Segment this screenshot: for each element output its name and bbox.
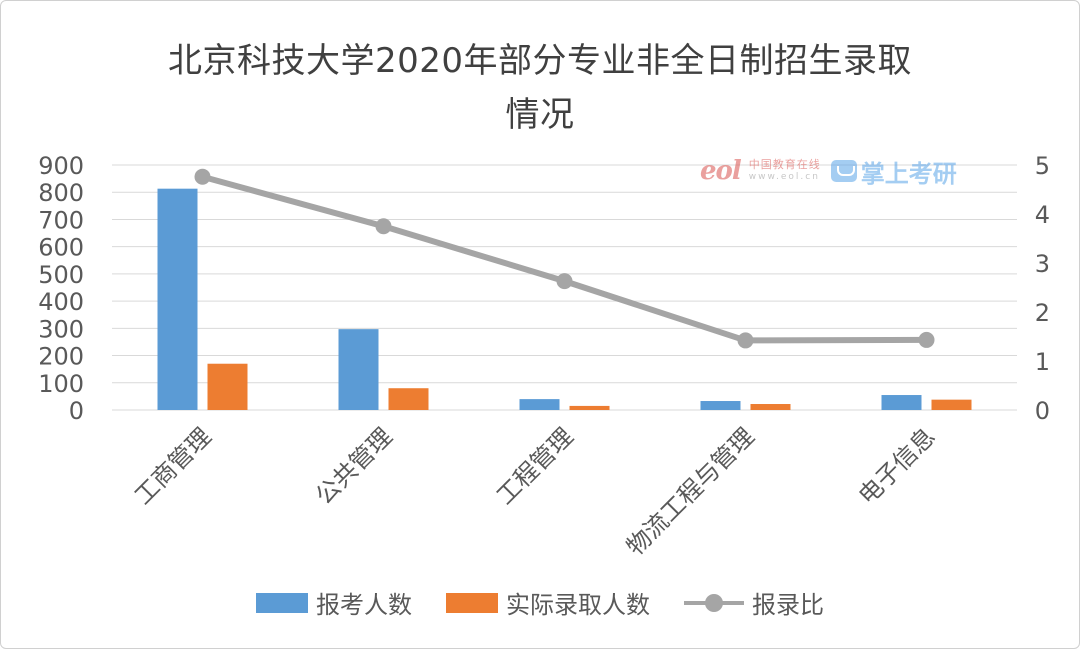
- chart-title-line-2: 情况: [505, 95, 575, 135]
- graduation-cap-icon: [830, 160, 857, 182]
- y-left-tick-label: 0: [69, 397, 84, 425]
- bar-admitted: [388, 388, 429, 410]
- watermark: eol 中国教育在线 www.eol.cn 掌上考研: [700, 154, 957, 188]
- y-right-tick-label: 2: [1035, 299, 1050, 327]
- legend-label-admitted: 实际录取人数: [506, 591, 650, 619]
- y-left-tick-label: 700: [38, 206, 84, 234]
- ratio-point: [375, 218, 392, 235]
- legend-item-applicants: 报考人数: [256, 585, 412, 620]
- bar-applicants: [700, 401, 741, 410]
- bar-applicants: [338, 329, 379, 410]
- y-right-tick-label: 5: [1035, 152, 1050, 180]
- bar-applicants: [881, 395, 922, 410]
- ratio-point: [556, 273, 573, 290]
- legend-item-admitted: 实际录取人数: [446, 585, 650, 620]
- x-category-label: 公共管理: [310, 422, 398, 510]
- bar-applicants: [157, 188, 198, 410]
- x-category-label: 物流工程与管理: [621, 422, 760, 561]
- y-right-tick-label: 0: [1035, 397, 1050, 425]
- y-left-tick-label: 800: [38, 179, 84, 207]
- eol-site-name: 中国教育在线: [748, 158, 821, 171]
- legend-label-ratio: 报录比: [752, 591, 824, 619]
- eol-logo: eol: [700, 156, 742, 186]
- brand-name: 掌上考研: [860, 159, 957, 188]
- ratio-line: [201, 173, 927, 344]
- y-left-tick-label: 200: [38, 343, 84, 371]
- y-left-tick-label: 100: [38, 370, 84, 398]
- chart-title: 北京科技大学2020年部分专业非全日制招生录取 情况: [90, 34, 990, 142]
- legend-item-ratio: 报录比: [684, 585, 824, 620]
- ratio-point: [737, 332, 754, 349]
- y-right-tick-label: 4: [1035, 201, 1050, 229]
- y-right-tick-label: 3: [1035, 250, 1050, 278]
- ratio-point: [194, 168, 211, 185]
- bar-admitted: [569, 405, 610, 410]
- chart-title-line-1: 北京科技大学2020年部分专业非全日制招生录取: [167, 41, 913, 81]
- legend-swatch-ratio: [684, 593, 744, 613]
- x-category-label: 电子信息: [853, 422, 941, 510]
- eol-site-url: www.eol.cn: [748, 172, 820, 182]
- y-right-tick-label: 1: [1035, 348, 1050, 376]
- x-category-label: 工程管理: [491, 422, 579, 510]
- chart-legend: 报考人数 实际录取人数 报录比: [0, 585, 1080, 620]
- bar-admitted: [750, 404, 791, 410]
- x-category-label: 工商管理: [129, 422, 217, 510]
- brand-badge: 掌上考研: [830, 154, 957, 189]
- ratio-point: [918, 331, 935, 348]
- bar-admitted: [931, 399, 972, 410]
- y-left-tick-label: 500: [38, 261, 84, 289]
- bar-admitted: [207, 363, 248, 410]
- y-left-tick-label: 600: [38, 234, 84, 262]
- bar-applicants: [519, 399, 560, 410]
- eol-site: 中国教育在线 www.eol.cn: [749, 159, 821, 183]
- legend-swatch-admitted: [446, 592, 498, 613]
- y-left-tick-label: 400: [38, 288, 84, 316]
- y-left-tick-label: 300: [38, 315, 84, 343]
- legend-swatch-applicants: [256, 592, 308, 613]
- y-left-tick-label: 900: [38, 152, 84, 180]
- legend-label-applicants: 报考人数: [316, 591, 412, 619]
